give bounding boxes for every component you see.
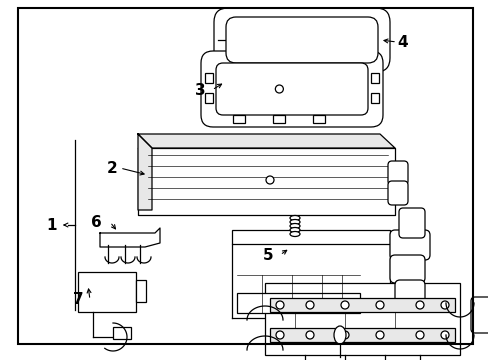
Bar <box>78 272 136 312</box>
Bar <box>269 328 454 342</box>
FancyBboxPatch shape <box>394 280 424 305</box>
Text: 2: 2 <box>106 161 117 176</box>
Circle shape <box>305 301 313 309</box>
Circle shape <box>275 331 284 339</box>
Text: 5: 5 <box>262 248 273 262</box>
Circle shape <box>415 301 423 309</box>
Bar <box>264 283 459 355</box>
Circle shape <box>340 331 348 339</box>
Bar <box>272 115 285 123</box>
Bar <box>231 230 389 244</box>
FancyBboxPatch shape <box>398 208 424 238</box>
FancyBboxPatch shape <box>387 181 407 205</box>
FancyBboxPatch shape <box>470 297 488 333</box>
Circle shape <box>440 301 448 309</box>
FancyBboxPatch shape <box>389 230 429 260</box>
Ellipse shape <box>289 231 299 237</box>
Circle shape <box>305 331 313 339</box>
FancyBboxPatch shape <box>201 51 382 127</box>
Circle shape <box>275 301 284 309</box>
FancyBboxPatch shape <box>216 63 367 115</box>
Bar <box>312 115 325 123</box>
Bar <box>370 73 378 83</box>
Polygon shape <box>100 228 160 247</box>
Bar <box>136 280 146 302</box>
Polygon shape <box>138 134 394 148</box>
Text: 1: 1 <box>47 217 57 233</box>
Circle shape <box>375 301 383 309</box>
Ellipse shape <box>289 216 299 220</box>
Bar <box>370 93 378 103</box>
Polygon shape <box>138 134 152 210</box>
Polygon shape <box>138 148 394 215</box>
FancyBboxPatch shape <box>389 255 424 283</box>
Bar <box>204 93 213 103</box>
FancyBboxPatch shape <box>225 17 377 63</box>
Circle shape <box>440 331 448 339</box>
FancyBboxPatch shape <box>387 161 407 185</box>
Bar <box>232 115 244 123</box>
Ellipse shape <box>289 224 299 229</box>
Bar <box>204 73 213 83</box>
Text: 6: 6 <box>90 215 101 230</box>
Ellipse shape <box>289 220 299 225</box>
Circle shape <box>265 176 273 184</box>
FancyBboxPatch shape <box>214 8 389 72</box>
Circle shape <box>340 301 348 309</box>
Circle shape <box>275 85 283 93</box>
Circle shape <box>415 331 423 339</box>
Ellipse shape <box>289 228 299 233</box>
Ellipse shape <box>333 326 346 344</box>
Text: 7: 7 <box>73 292 83 307</box>
Bar <box>237 293 359 313</box>
Circle shape <box>375 331 383 339</box>
Text: 3: 3 <box>194 82 205 98</box>
Bar <box>269 298 454 312</box>
Bar <box>113 327 131 339</box>
Text: 4: 4 <box>397 35 407 50</box>
